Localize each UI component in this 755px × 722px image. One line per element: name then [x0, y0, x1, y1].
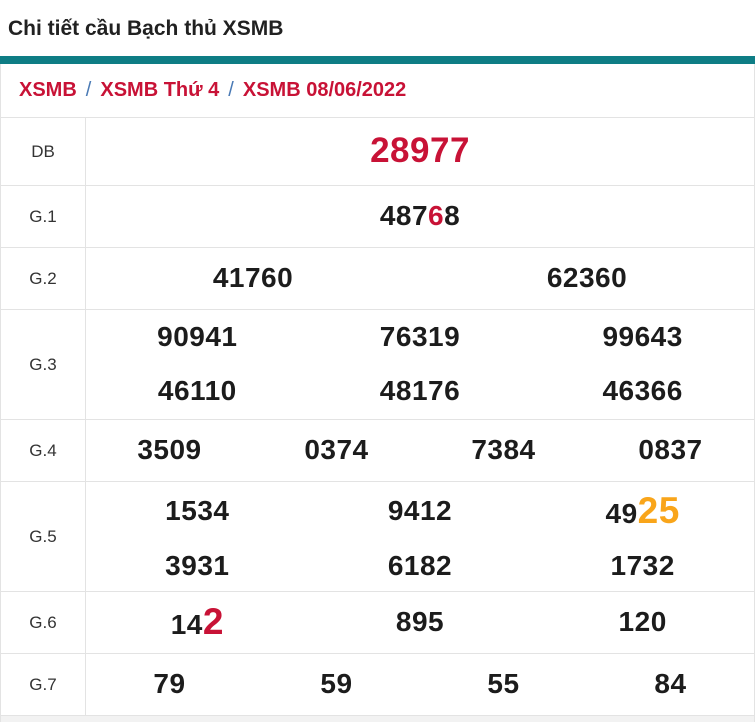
prize-number: 59 [320, 668, 353, 700]
number-segment: 55 [487, 668, 520, 700]
number-segment: 46110 [157, 375, 237, 407]
number-segment: 76319 [379, 320, 461, 352]
prize-values: 41760 62360 [86, 248, 754, 309]
number-segment: 1534 [165, 495, 230, 527]
breadcrumb-link-xsmb-date[interactable]: XSMB 08/06/2022 [242, 79, 407, 101]
number-segment: 46366 [602, 375, 683, 407]
breadcrumb-separator: / [228, 79, 234, 101]
prize-number: 1534 [165, 496, 229, 527]
prize-number: 120 [618, 606, 667, 638]
number-segment: 49 [605, 498, 638, 530]
prize-number: 79 [153, 668, 186, 700]
number-segment: 62360 [546, 262, 628, 294]
number-segment-highlight: 2 [202, 601, 224, 643]
number-segment: 3931 [165, 549, 230, 581]
prize-number: 48176 [380, 376, 460, 407]
table-row-g6: G.6 14 2 895 120 [1, 592, 754, 654]
number-segment: 120 [618, 606, 667, 638]
prize-number: 49 25 [606, 491, 680, 532]
prize-number: 41760 [212, 262, 294, 294]
number-segment: 48176 [379, 375, 461, 407]
number-segment: 0374 [304, 434, 369, 466]
table-row-g5: G.5 1534 9412 49 25 3931 6182 1732 [1, 482, 754, 592]
prize-number: 84 [654, 668, 687, 700]
next-row-edge [1, 716, 754, 722]
prize-number: 487 6 8 [379, 200, 461, 232]
table-row-g3: G.3 90941 76319 99643 46110 48176 46366 [1, 310, 754, 420]
number-segment: 99643 [602, 320, 683, 352]
prize-label: G.6 [1, 592, 86, 653]
prize-label: G.3 [1, 310, 86, 419]
number-segment: 895 [395, 606, 445, 638]
prize-number: 7384 [471, 434, 536, 466]
prize-number: 0374 [304, 434, 369, 466]
prize-number: 9412 [388, 496, 452, 527]
number-segment: 1732 [610, 549, 675, 581]
prize-values: 3509 0374 7384 0837 [86, 420, 754, 481]
prize-label: G.5 [1, 482, 86, 591]
prize-number: 55 [487, 668, 520, 700]
prize-number: 90941 [157, 320, 238, 353]
prize-number: 3509 [137, 434, 202, 466]
number-segment: 9412 [387, 495, 453, 527]
prize-number: 14 2 [170, 601, 224, 643]
number-segment: 79 [153, 668, 186, 700]
prize-number: 0837 [638, 434, 703, 466]
table-row-g4: G.4 3509 0374 7384 0837 [1, 420, 754, 482]
number-segment-highlight: 6 [428, 200, 445, 232]
number-segment: 487 [379, 200, 429, 232]
number-segment-highlight: 28977 [370, 131, 470, 171]
breadcrumb-link-xsmb[interactable]: XSMB [19, 79, 77, 101]
prize-number: 76319 [379, 320, 461, 353]
number-segment: 3509 [137, 434, 202, 466]
prize-number: 46366 [602, 376, 682, 407]
number-segment: 90941 [157, 320, 238, 352]
accent-bar [0, 56, 755, 64]
prize-values: 79 59 55 84 [86, 654, 754, 715]
prize-number: 895 [395, 606, 445, 638]
table-row-g2: G.2 41760 62360 [1, 248, 754, 310]
prize-label: G.7 [1, 654, 86, 715]
prize-values: 1534 9412 49 25 3931 6182 1732 [86, 482, 754, 591]
prize-number: 6182 [387, 549, 453, 582]
prize-number: 99643 [602, 320, 683, 353]
prize-values: 28977 [86, 118, 754, 185]
table-row-g1: G.1 487 6 8 [1, 186, 754, 248]
number-segment: 0837 [638, 434, 703, 466]
number-segment: 41760 [212, 262, 294, 294]
prize-label: G.2 [1, 248, 86, 309]
results-panel: XSMB / XSMB Thứ 4 / XSMB 08/06/2022 DB 2… [0, 64, 755, 722]
table-row-g7: G.7 79 59 55 84 [1, 654, 754, 716]
prize-number: 62360 [546, 262, 628, 294]
breadcrumb: XSMB / XSMB Thứ 4 / XSMB 08/06/2022 [1, 64, 754, 118]
number-segment: 84 [654, 668, 687, 700]
breadcrumb-separator: / [85, 79, 92, 101]
prize-values: 487 6 8 [86, 186, 754, 247]
prize-number: 46110 [158, 376, 237, 407]
table-row-db: DB 28977 [1, 118, 754, 186]
number-segment: 8 [444, 200, 461, 232]
number-segment-highlight: 25 [637, 490, 680, 532]
prize-label: DB [1, 118, 86, 185]
prize-label: G.1 [1, 186, 86, 247]
number-segment: 14 [170, 609, 203, 641]
prize-values: 14 2 895 120 [86, 592, 754, 653]
page-title: Chi tiết cầu Bạch thủ XSMB [8, 17, 284, 40]
prize-number: 28977 [370, 132, 470, 171]
breadcrumb-link-xsmb-thu4[interactable]: XSMB Thứ 4 [100, 79, 220, 101]
number-segment: 7384 [471, 434, 536, 466]
prize-number: 1732 [610, 549, 675, 582]
prize-label: G.4 [1, 420, 86, 481]
number-segment: 59 [320, 668, 353, 700]
prize-values: 90941 76319 99643 46110 48176 46366 [86, 310, 754, 419]
prize-number: 3931 [165, 549, 230, 582]
number-segment: 6182 [387, 549, 453, 581]
